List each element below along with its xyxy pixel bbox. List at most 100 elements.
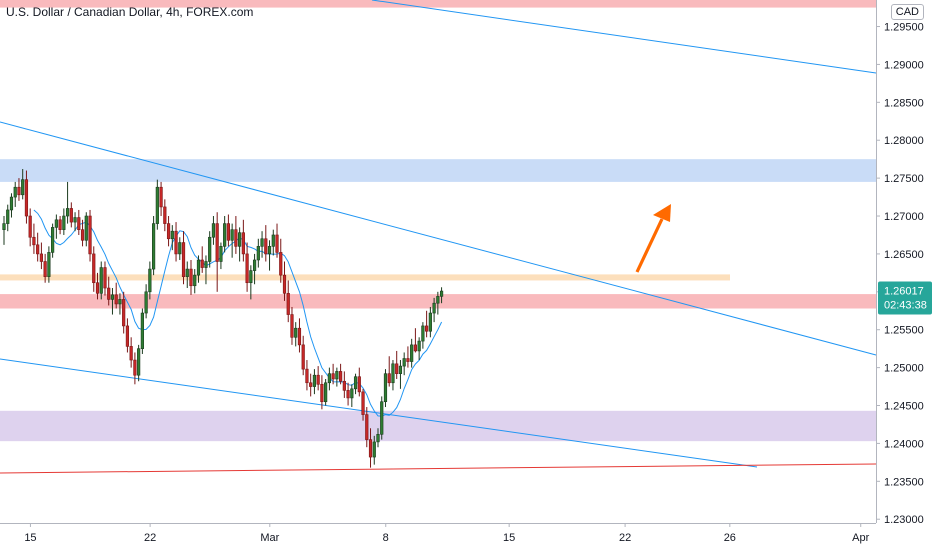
- zone-orange: [0, 274, 730, 281]
- time-tick-label: 8: [383, 532, 389, 544]
- candle-bullish: [178, 242, 182, 255]
- candle-bearish: [309, 382, 313, 387]
- price-tick-label: 1.28500: [884, 97, 924, 109]
- price-tick-label: 1.23000: [884, 514, 924, 526]
- candle-bullish: [260, 238, 264, 247]
- candle-bullish: [204, 261, 208, 268]
- candle-bearish: [286, 293, 290, 315]
- price-tick-label: 1.29000: [884, 59, 924, 71]
- countdown-label: 02:43:38: [884, 300, 927, 312]
- candle-bullish: [2, 223, 6, 230]
- current-price-badge: [878, 281, 932, 315]
- candle-bearish: [357, 376, 361, 393]
- candle-bullish: [230, 229, 234, 241]
- candle-bullish: [249, 270, 253, 284]
- candle-bearish: [425, 325, 429, 332]
- price-axis-background: [876, 0, 932, 550]
- time-tick-label: 26: [724, 532, 736, 544]
- candle-bearish: [114, 294, 118, 305]
- candle-bearish: [245, 253, 249, 284]
- candle-bullish: [372, 441, 376, 458]
- candle-bullish: [238, 232, 242, 247]
- candle-bullish: [432, 302, 436, 314]
- price-tick-label: 1.27500: [884, 173, 924, 185]
- candle-bearish: [163, 206, 167, 224]
- candle-bearish: [215, 223, 219, 262]
- candle-bullish: [155, 186, 159, 224]
- candle-bullish: [436, 296, 440, 304]
- candle-bearish: [282, 274, 287, 294]
- candle-bullish: [54, 219, 58, 228]
- candle-bearish: [395, 363, 399, 374]
- candle-bullish: [294, 327, 298, 338]
- price-tick-label: 1.29500: [884, 22, 924, 34]
- candle-bearish: [95, 282, 100, 294]
- candle-bullish: [380, 401, 384, 435]
- candle-bullish: [267, 246, 272, 255]
- candle-bullish: [110, 294, 115, 300]
- candle-bearish: [331, 373, 335, 380]
- time-tick-label: Apr: [852, 532, 869, 544]
- candle-bullish: [144, 291, 148, 314]
- candle-bullish: [51, 227, 55, 253]
- zone-blue: [0, 159, 876, 182]
- price-tick-label: 1.24000: [884, 438, 924, 450]
- candle-bearish: [133, 359, 137, 376]
- candle-bullish: [73, 217, 77, 223]
- candle-bullish: [211, 223, 216, 238]
- currency-label[interactable]: CAD: [890, 4, 924, 20]
- price-tick-label: 1.23500: [884, 476, 924, 488]
- candle-bullish: [219, 246, 223, 262]
- candle-bullish: [21, 179, 25, 196]
- candle-bullish: [196, 259, 201, 276]
- candle-bullish: [118, 299, 122, 305]
- candle-bullish: [170, 230, 174, 240]
- zone-red-top: [0, 0, 876, 8]
- candle-bearish: [103, 267, 107, 289]
- candle-bullish: [140, 312, 144, 349]
- candle-bearish: [24, 179, 29, 217]
- candle-bullish: [152, 223, 156, 270]
- candle-bearish: [413, 344, 418, 352]
- candle-bearish: [297, 327, 302, 346]
- price-tick-label: 1.28000: [884, 135, 924, 147]
- support-line: [0, 463, 877, 474]
- time-tick-label: Mar: [260, 532, 279, 544]
- candle-bearish: [159, 186, 163, 208]
- candle-bullish: [185, 268, 189, 277]
- candle-bearish: [181, 242, 186, 277]
- price-tick-label: 1.27000: [884, 211, 924, 223]
- candle-bearish: [316, 374, 320, 385]
- candle-bullish: [428, 312, 432, 332]
- candle-bearish: [275, 234, 279, 253]
- candle-bullish: [327, 373, 331, 384]
- candle-bullish: [256, 246, 260, 261]
- time-tick-label: 22: [144, 532, 156, 544]
- candle-bullish: [148, 268, 152, 293]
- candle-bullish: [391, 363, 395, 384]
- candle-bullish: [417, 340, 421, 352]
- candle-bullish: [9, 196, 14, 211]
- candle-bullish: [324, 382, 328, 403]
- candle-bearish: [122, 299, 126, 327]
- price-tick-label: 1.25500: [884, 325, 924, 337]
- candle-bearish: [290, 314, 294, 338]
- candle-bearish: [80, 229, 85, 241]
- candle-bearish: [200, 259, 204, 268]
- candle-bearish: [338, 371, 343, 382]
- candle-bearish: [32, 236, 36, 246]
- candle-bullish: [13, 186, 17, 198]
- candles-group: [2, 169, 444, 468]
- time-tick-label: 22: [619, 532, 631, 544]
- projection-arrow-head: [653, 204, 671, 222]
- candle-bullish: [84, 215, 88, 241]
- candle-bearish: [17, 186, 21, 196]
- trendline-top-right: [371, 0, 877, 74]
- candle-bearish: [234, 229, 238, 247]
- candle-bearish: [342, 380, 346, 391]
- candle-bullish: [193, 274, 197, 287]
- candle-bearish: [58, 219, 62, 230]
- candle-bearish: [43, 261, 47, 277]
